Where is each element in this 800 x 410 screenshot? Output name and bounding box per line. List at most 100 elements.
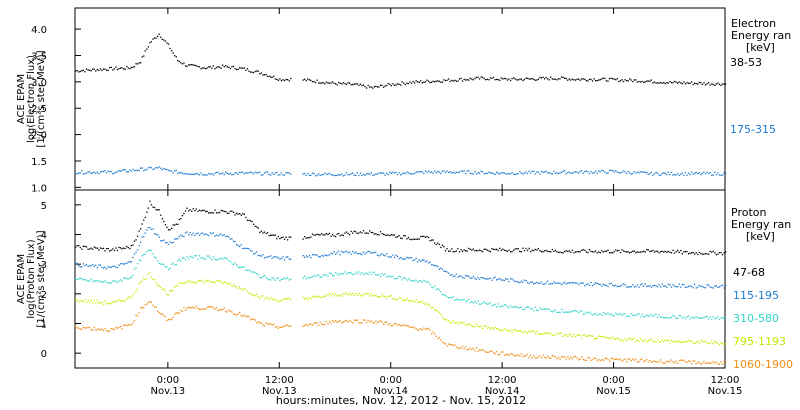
data-point: [646, 172, 647, 173]
data-point: [716, 342, 717, 343]
data-point: [700, 286, 701, 287]
data-point: [132, 67, 133, 68]
data-point: [193, 64, 194, 65]
data-point: [391, 325, 392, 326]
data-point: [561, 356, 562, 357]
data-point: [126, 246, 127, 247]
data-point: [423, 236, 424, 237]
data-point: [669, 342, 670, 343]
data-point: [657, 173, 658, 174]
data-point: [652, 342, 653, 343]
data-point: [171, 171, 172, 172]
data-point: [267, 278, 268, 279]
data-point: [456, 81, 457, 82]
data-point: [553, 310, 554, 311]
data-point: [183, 257, 184, 258]
data-point: [714, 318, 715, 319]
y-tick-label: 1.0: [31, 183, 47, 194]
data-point: [77, 300, 78, 301]
data-point: [87, 281, 88, 282]
data-point: [467, 301, 468, 302]
data-point: [451, 344, 452, 345]
data-point: [689, 341, 690, 342]
data-point: [275, 280, 276, 281]
data-point: [521, 330, 522, 331]
data-point: [564, 356, 565, 357]
data-point: [563, 282, 564, 283]
data-point: [674, 341, 675, 342]
data-point: [310, 257, 311, 258]
data-point: [95, 329, 96, 330]
data-point: [445, 318, 446, 319]
data-point: [264, 298, 265, 299]
data-point: [245, 269, 246, 270]
data-point: [306, 298, 307, 299]
data-point: [563, 311, 564, 312]
data-point: [524, 331, 525, 332]
data-point: [188, 210, 189, 211]
data-point: [611, 78, 612, 79]
data-point: [476, 173, 477, 174]
data-point: [385, 322, 386, 323]
data-point: [530, 172, 531, 173]
data-point: [152, 229, 153, 230]
data-point: [290, 259, 291, 260]
data-point: [340, 273, 341, 274]
data-point: [711, 319, 712, 320]
data-point: [276, 278, 277, 279]
data-point: [448, 343, 449, 344]
data-point: [641, 283, 642, 284]
data-point: [504, 78, 505, 79]
data-point: [354, 252, 355, 253]
data-point: [231, 286, 232, 287]
data-point: [340, 83, 341, 84]
data-point: [693, 360, 694, 361]
data-point: [717, 316, 718, 317]
data-point: [408, 325, 409, 326]
data-point: [351, 173, 352, 174]
data-point: [708, 285, 709, 286]
data-point: [115, 267, 116, 268]
data-point: [162, 39, 163, 40]
data-point: [204, 174, 205, 175]
data-point: [272, 235, 273, 236]
data-point: [86, 172, 87, 173]
data-point: [632, 251, 633, 252]
data-point: [660, 341, 661, 342]
data-point: [583, 335, 584, 336]
data-point: [710, 317, 711, 318]
data-point: [556, 79, 557, 80]
data-point: [98, 328, 99, 329]
data-point: [710, 286, 711, 287]
data-point: [77, 279, 78, 280]
data-point: [412, 81, 413, 82]
y-axis-label: ACE EPAMlog(Proton Flux)[1/(cm²s ster Me…: [16, 230, 47, 327]
data-point: [697, 286, 698, 287]
data-point: [676, 286, 677, 287]
data-point: [400, 174, 401, 175]
data-point: [620, 286, 621, 287]
data-point: [425, 304, 426, 305]
data-point: [343, 293, 344, 294]
data-point: [470, 249, 471, 250]
data-point: [247, 172, 248, 173]
data-point: [269, 76, 270, 77]
data-point: [607, 313, 608, 314]
data-point: [536, 357, 537, 358]
data-point: [638, 361, 639, 362]
data-point: [193, 307, 194, 308]
data-point: [196, 282, 197, 283]
data-point: [405, 277, 406, 278]
data-point: [662, 316, 663, 317]
data-point: [160, 168, 161, 169]
data-point: [638, 313, 639, 314]
data-point: [611, 358, 612, 359]
data-point: [191, 234, 192, 235]
data-point: [434, 265, 435, 266]
data-point: [442, 316, 443, 317]
data-point: [573, 282, 574, 283]
data-point: [371, 232, 372, 233]
data-point: [629, 316, 630, 317]
data-point: [213, 256, 214, 257]
